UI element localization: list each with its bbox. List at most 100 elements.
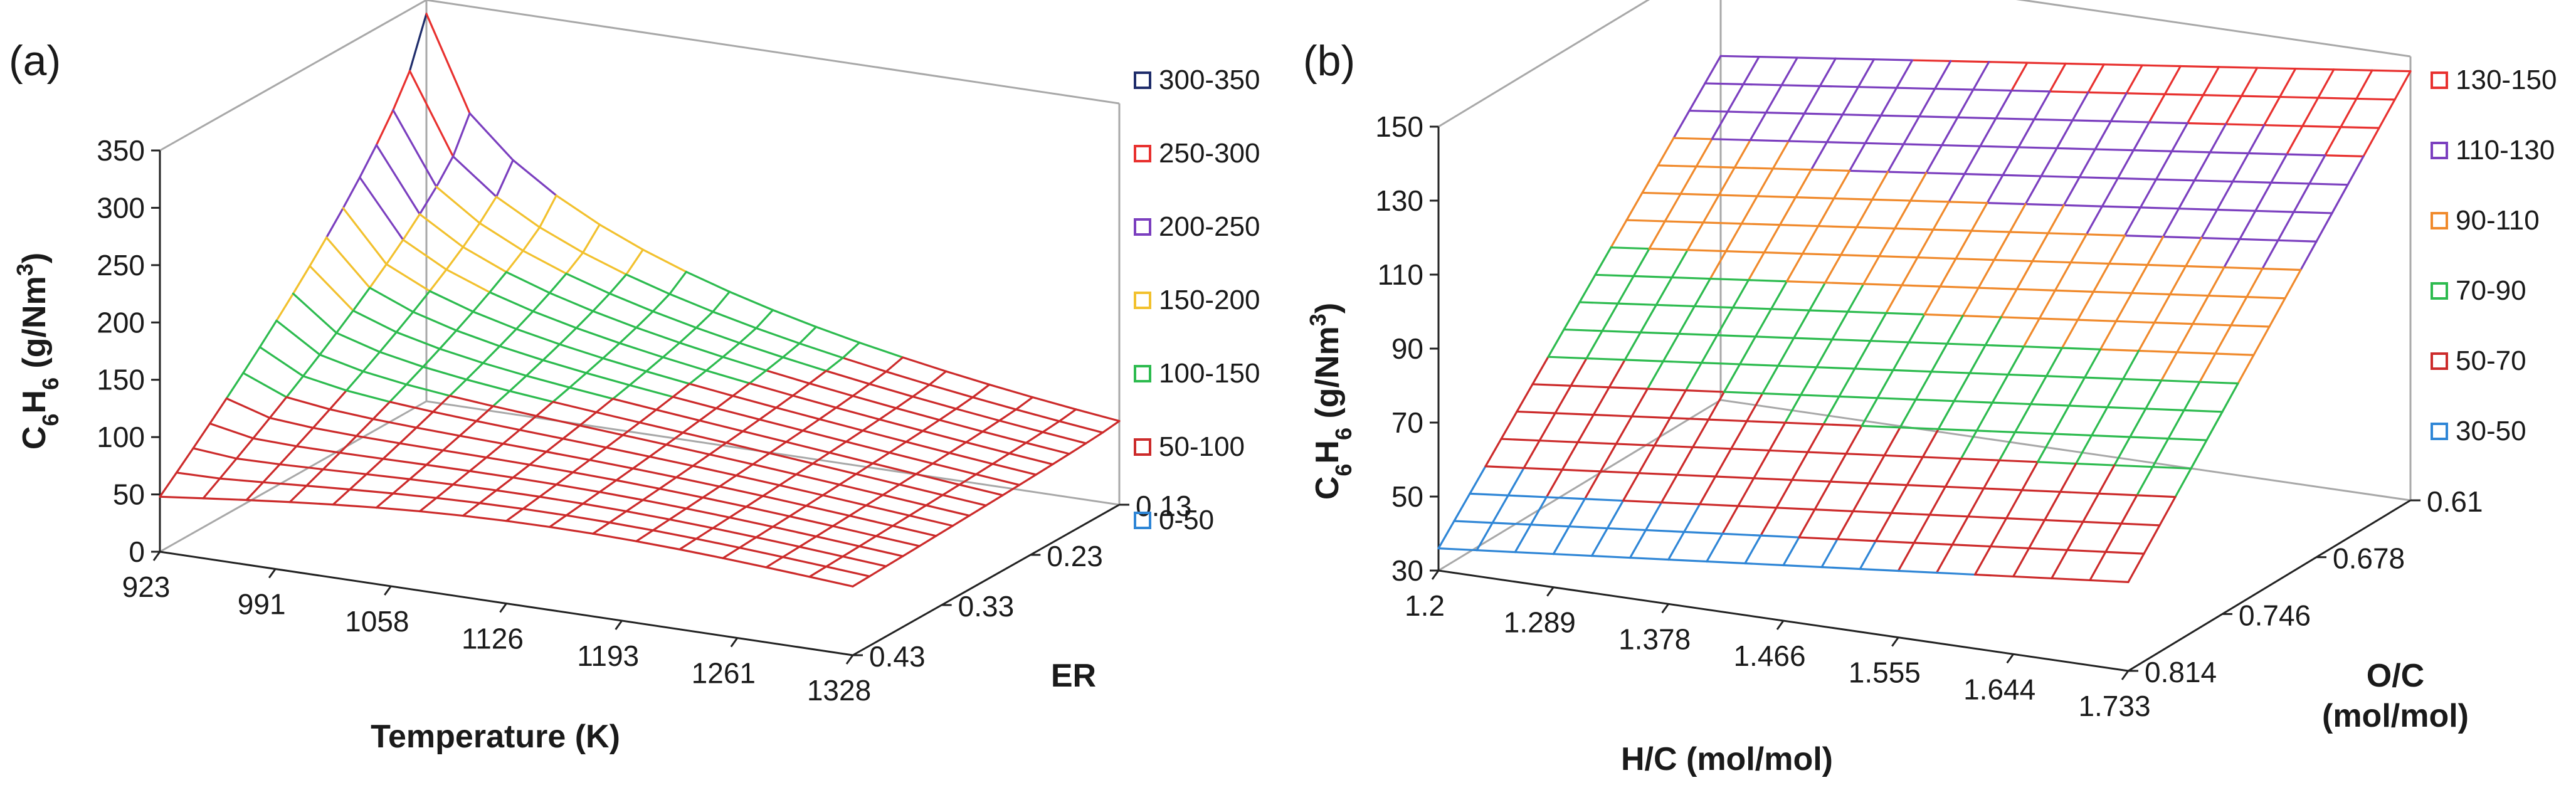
y-axis-title-b-1: (mol/mol) xyxy=(2322,698,2469,734)
mesh-segment xyxy=(908,504,927,517)
mesh-segment xyxy=(2047,232,2088,236)
mesh-segment xyxy=(1876,369,1894,399)
mesh-segment xyxy=(2146,263,2187,268)
mesh-segment xyxy=(1662,360,1703,364)
mesh-segment xyxy=(2082,492,2100,523)
y-axis-title-a: ER xyxy=(1051,658,1096,694)
mesh-segment xyxy=(1913,514,1931,544)
x-tick-mark-b-6 xyxy=(2121,670,2130,680)
mesh-segment xyxy=(665,443,711,456)
mesh-segment xyxy=(1664,220,1704,224)
wall-edge-top-back-a xyxy=(426,0,1120,105)
wall-edge-top-left-b xyxy=(1438,0,1650,128)
mesh-segment xyxy=(1946,342,1987,347)
mesh-segment xyxy=(848,515,894,527)
mesh-segment xyxy=(2138,321,2156,352)
mesh-segment xyxy=(2270,181,2311,185)
mesh-segment xyxy=(335,332,381,353)
mesh-segment xyxy=(938,419,984,433)
mesh-segment xyxy=(1529,496,1548,526)
mesh-segment xyxy=(392,478,411,495)
mesh-segment xyxy=(202,497,248,502)
mesh-segment xyxy=(539,194,557,229)
mesh-segment xyxy=(2207,294,2248,298)
mesh-segment xyxy=(2132,121,2150,152)
mesh-segment xyxy=(2129,408,2147,438)
mesh-segment xyxy=(332,503,377,509)
mesh-segment xyxy=(2099,348,2140,352)
mesh-segment xyxy=(1991,373,2009,404)
mesh-segment xyxy=(2062,204,2103,208)
mesh-segment xyxy=(1785,253,1804,283)
mesh-segment xyxy=(2064,62,2105,66)
mesh-segment xyxy=(1883,454,1924,458)
mesh-segment xyxy=(1523,466,1563,471)
mesh-segment xyxy=(552,401,598,414)
mesh-segment xyxy=(408,463,428,480)
mesh-segment xyxy=(462,502,481,517)
mesh-segment xyxy=(2148,121,2189,125)
mesh-segment xyxy=(2202,94,2243,97)
mesh-segment xyxy=(825,357,844,372)
mesh-segment xyxy=(252,416,271,440)
mesh-segment xyxy=(872,462,917,475)
mesh-segment xyxy=(1590,527,1609,557)
mesh-segment xyxy=(1547,356,1588,360)
mesh-segment xyxy=(1854,340,1872,370)
surface-chart-b: (b) 30 50 70 90 110 130 150 1.2 1.289 1.378 1.466 1.… xyxy=(1303,0,2557,777)
mesh-segment xyxy=(1695,138,1713,168)
mesh-segment xyxy=(1861,397,1879,427)
z-tick-label-b-5: 130 xyxy=(1375,184,1423,217)
mesh-segment xyxy=(1972,61,1990,91)
mesh-segment xyxy=(529,463,574,473)
mesh-segment xyxy=(865,504,911,517)
mesh-segment xyxy=(1552,552,1593,557)
mesh-segment xyxy=(292,265,311,295)
mesh-segment xyxy=(2116,149,2135,179)
mesh-segment xyxy=(705,356,724,372)
mesh-segment xyxy=(1699,503,1739,507)
mesh-segment xyxy=(732,382,751,398)
mesh-segment xyxy=(2247,124,2266,155)
mesh-segment xyxy=(2031,260,2072,264)
mesh-segment xyxy=(2216,208,2257,212)
mesh-segment xyxy=(892,525,937,537)
mesh-segment xyxy=(2139,206,2180,210)
mesh-segment xyxy=(2254,181,2272,212)
mesh-segment xyxy=(519,414,537,431)
x-tick-mark-a-4 xyxy=(615,620,623,630)
chart-panel-b: (b) 30 50 70 90 110 130 150 1.2 1.289 1.378 1.466 1.… xyxy=(1288,0,2576,787)
mesh-segment xyxy=(2247,152,2288,155)
mesh-segment xyxy=(335,309,354,334)
mesh-segment xyxy=(2263,124,2304,127)
mesh-segment xyxy=(468,470,514,479)
mesh-segment xyxy=(2007,345,2025,376)
x-tick-label-b-6: 1.733 xyxy=(2078,690,2150,722)
mesh-segment xyxy=(625,273,671,295)
mesh-segment xyxy=(1702,221,1743,225)
mesh-segment xyxy=(462,222,481,248)
mesh-segment xyxy=(1800,366,1818,396)
mesh-segment xyxy=(1693,277,1711,308)
legend-label-a-2: 200-250 xyxy=(1159,211,1260,242)
mesh-segment xyxy=(1570,357,1588,387)
legend-swatch-b-5 xyxy=(2431,423,2448,440)
mesh-segment xyxy=(1630,387,1649,418)
mesh-segment xyxy=(1578,273,1597,303)
mesh-segment xyxy=(2136,494,2177,498)
mesh-segment xyxy=(345,389,391,403)
z-tick-label-a-1: 50 xyxy=(113,478,145,511)
mesh-segment xyxy=(2340,97,2358,129)
mesh-segment xyxy=(935,525,954,537)
mesh-segment xyxy=(2378,98,2396,129)
mesh-segment xyxy=(1662,332,1680,362)
x-tick-mark-a-5 xyxy=(730,637,739,648)
mesh-segment xyxy=(758,418,804,432)
mesh-segment xyxy=(1890,512,1931,516)
mesh-segment xyxy=(2371,69,2412,73)
mesh-segment xyxy=(258,345,305,377)
mesh-segment xyxy=(1704,55,1722,85)
mesh-segment xyxy=(2054,261,2072,292)
legend-swatch-b-0 xyxy=(2431,71,2448,89)
legend-label-a-0: 300-350 xyxy=(1159,65,1260,95)
